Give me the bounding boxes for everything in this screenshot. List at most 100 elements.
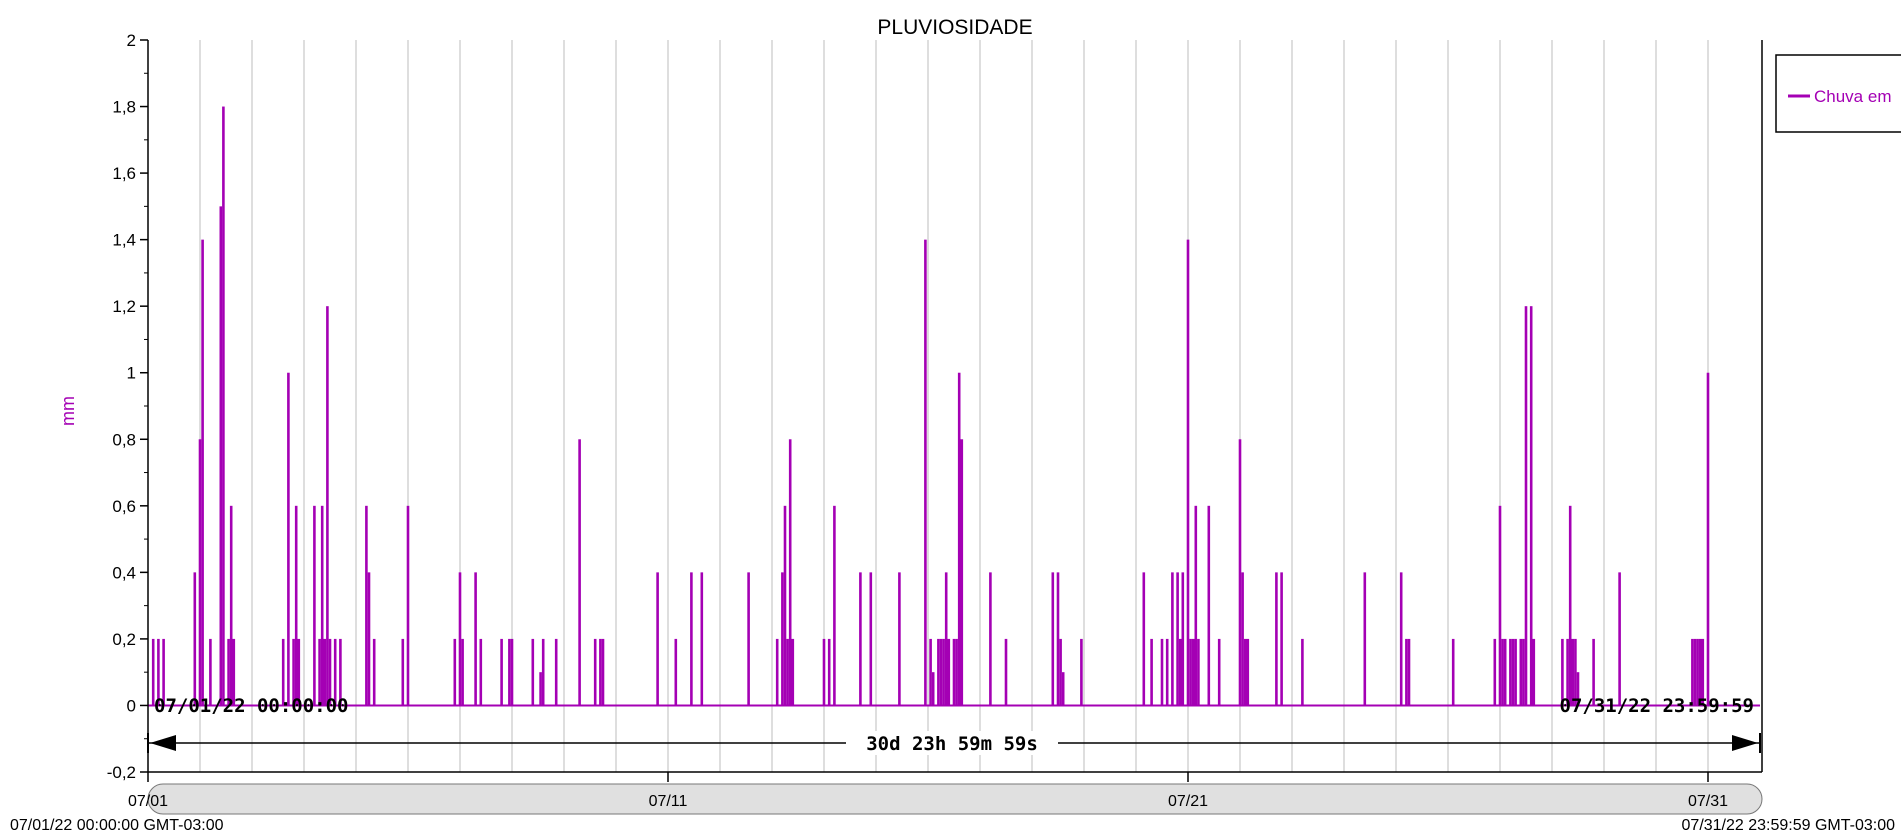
rain-bar <box>601 638 605 706</box>
rain-bar <box>1514 638 1517 706</box>
rain-bar <box>1691 638 1694 706</box>
rain-bar <box>942 638 945 706</box>
rain-bar <box>656 572 659 706</box>
rain-bar <box>1301 638 1304 706</box>
rain-bar <box>1519 638 1523 706</box>
rain-bar <box>1698 638 1702 706</box>
rain-bar <box>1165 638 1169 706</box>
rain-bar <box>193 572 197 706</box>
rain-bar <box>1498 505 1502 706</box>
rain-bar <box>1696 638 1699 706</box>
rain-bar <box>952 638 956 706</box>
time-scrollbar-track[interactable] <box>147 783 1763 815</box>
rain-bar <box>690 572 693 706</box>
rain-bar <box>955 638 958 706</box>
rain-bar <box>1280 572 1283 706</box>
rain-bar <box>229 505 233 706</box>
footer-end-timestamp: 07/31/22 23:59:59 GMT-03:00 <box>1682 817 1896 834</box>
rain-bar <box>531 638 535 706</box>
rain-bar <box>827 638 831 706</box>
rain-bar <box>944 572 948 706</box>
range-annotation: 30d 23h 59m 59s 07/01/22 00:00:00 07/31/… <box>147 695 1761 755</box>
rain-bar <box>151 638 155 706</box>
rain-bar <box>323 638 327 706</box>
rain-bar <box>1194 505 1198 706</box>
rain-bar <box>1241 572 1244 706</box>
rain-bar <box>1171 572 1174 706</box>
rain-bar <box>232 638 236 706</box>
y-tick-label: 0,8 <box>112 430 136 449</box>
rain-bar <box>939 638 943 706</box>
rain-bar <box>1407 638 1411 706</box>
rain-bar <box>326 306 329 706</box>
rain-bar <box>1080 638 1083 706</box>
rain-bar <box>479 638 483 706</box>
rain-bar <box>947 638 951 706</box>
rain-bar <box>929 638 932 706</box>
rain-bar <box>162 638 165 706</box>
rain-bar <box>1004 638 1008 706</box>
range-arrow-right-icon <box>1732 735 1758 751</box>
rain-bar <box>599 638 602 706</box>
rain-bar <box>1061 672 1065 706</box>
rain-bar <box>219 206 223 706</box>
rain-bar <box>1571 638 1575 706</box>
rain-bar <box>198 439 202 706</box>
rain-bar <box>775 638 779 706</box>
rain-bar <box>157 638 160 706</box>
rain-bar <box>292 638 295 706</box>
rain-bar <box>1568 505 1572 706</box>
rain-bar <box>209 638 212 706</box>
y-tick-label: 1,2 <box>112 297 136 316</box>
rain-bar <box>222 106 225 706</box>
rain-bar <box>318 638 321 706</box>
rain-bar <box>1243 638 1247 706</box>
chart-title: PLUVIOSIDADE <box>877 16 1032 39</box>
rain-bar <box>931 672 935 706</box>
grid-lines <box>199 40 1709 772</box>
rain-bar <box>339 638 342 706</box>
x-axis-labels: 07/01 07/11 07/21 07/31 <box>128 772 1728 810</box>
rain-bar <box>1576 672 1580 706</box>
rain-bar <box>1532 638 1536 706</box>
rain-bar <box>508 638 511 706</box>
rain-bar <box>957 372 961 706</box>
range-end-label: 07/31/22 23:59:59 <box>1560 695 1754 717</box>
rain-bar <box>287 372 290 706</box>
rain-bar <box>1059 638 1062 706</box>
rain-bar <box>500 638 503 706</box>
y-tick-label: 0,4 <box>112 563 136 582</box>
rain-bar <box>1186 239 1190 706</box>
rain-bar <box>1701 638 1705 706</box>
rain-bar <box>937 638 940 706</box>
rain-bar <box>578 439 581 706</box>
rain-bar <box>989 572 992 706</box>
rain-bar <box>1051 572 1055 706</box>
rain-bar <box>1217 638 1221 706</box>
time-scrollbar[interactable] <box>147 783 1763 815</box>
rain-bar <box>1511 638 1515 706</box>
rain-bar <box>1592 638 1595 706</box>
rain-bar <box>1566 638 1569 706</box>
rain-bar <box>593 638 597 706</box>
rain-bar <box>859 572 862 706</box>
rain-bar <box>313 505 316 706</box>
y-axis-label: mm <box>58 396 78 426</box>
rain-bar <box>297 638 301 706</box>
rain-bar <box>281 638 285 706</box>
rain-bar <box>1706 372 1710 706</box>
range-arrow-left-icon <box>150 735 176 751</box>
x-tick-label: 07/21 <box>1168 793 1208 810</box>
y-axis: 2 1,8 1,6 1,4 1,2 1 0,8 0,6 0,4 0,2 0 -0,2 <box>107 31 148 782</box>
rain-bar <box>372 638 376 706</box>
rain-bar <box>869 572 873 706</box>
rain-bar <box>924 239 927 706</box>
rain-bar <box>786 638 789 706</box>
rain-bar <box>1207 505 1211 706</box>
y-tick-label: 1,8 <box>112 98 136 117</box>
rain-bar <box>1191 638 1195 706</box>
rain-bar <box>1197 638 1200 706</box>
rain-bar <box>788 439 792 706</box>
y-tick-label: 0 <box>127 696 136 715</box>
